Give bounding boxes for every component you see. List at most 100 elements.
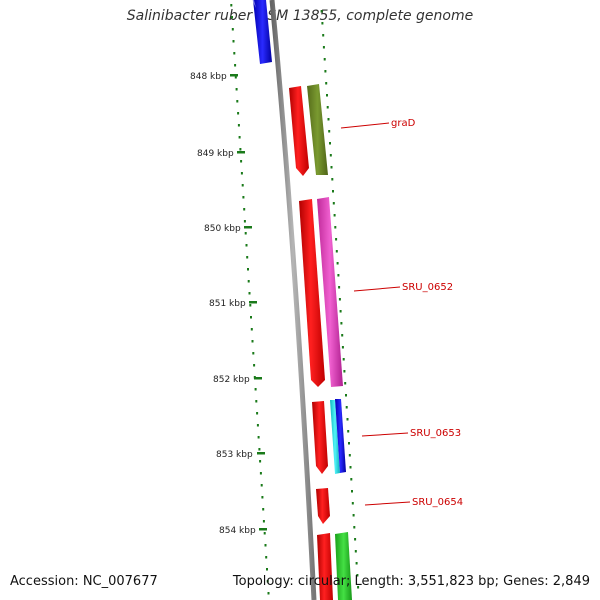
ruler-dot xyxy=(248,292,251,295)
ruler-dot xyxy=(258,448,261,451)
track-dot xyxy=(347,430,350,433)
track-dot xyxy=(338,298,341,301)
track-dot xyxy=(320,10,323,13)
track-dot xyxy=(354,538,357,541)
track-dot xyxy=(335,250,338,253)
track-dot xyxy=(345,406,348,409)
ruler-dot xyxy=(266,568,268,571)
track-dot xyxy=(322,34,325,37)
track-dot xyxy=(326,106,329,109)
track-dot xyxy=(327,118,330,121)
ruler-dot xyxy=(259,460,262,463)
gene-cds-red[interactable] xyxy=(316,488,330,524)
ruler-dot xyxy=(234,76,237,79)
kbp-label: 851 kbp xyxy=(209,299,246,309)
track-dot xyxy=(355,562,358,565)
kbp-label: 848 kbp xyxy=(190,72,227,82)
gene-label-sru-0653[interactable]: SRU_0653 xyxy=(410,428,461,439)
gene-label-sru-0654[interactable]: SRU_0654 xyxy=(412,497,463,508)
gene-label-sru-0652[interactable]: SRU_0652 xyxy=(402,282,453,293)
track-dot xyxy=(325,82,328,85)
track-dot xyxy=(357,586,360,589)
ruler-dot xyxy=(257,436,260,439)
kbp-label: 850 kbp xyxy=(204,224,241,234)
ruler-dot xyxy=(233,52,236,55)
kbp-tick xyxy=(237,151,245,154)
ruler-dot xyxy=(246,256,249,259)
kbp-tick xyxy=(257,452,265,455)
gene-feature-blue[interactable] xyxy=(335,399,346,473)
track-dot xyxy=(346,418,349,421)
track-dot xyxy=(340,322,343,325)
genome-summary-text: Topology: circular; Length: 3,551,823 bp… xyxy=(232,574,590,589)
track-dot xyxy=(323,58,326,61)
kbp-tick xyxy=(254,377,262,380)
ruler-dot xyxy=(260,484,263,487)
kbp-tick xyxy=(259,528,267,531)
track-dot xyxy=(335,238,338,241)
ruler-dot xyxy=(244,232,247,235)
track-dot xyxy=(321,22,324,25)
ruler-dot xyxy=(237,112,240,115)
track-dot xyxy=(329,142,331,145)
ruler-dot xyxy=(254,388,257,391)
ruler-dot xyxy=(230,4,233,7)
kbp-label: 849 kbp xyxy=(197,149,234,159)
ruler-dot xyxy=(247,268,249,271)
track-dot xyxy=(343,370,346,373)
ruler-dot xyxy=(234,64,237,67)
kbp-tick xyxy=(244,226,252,229)
gene-feature-blue-top[interactable] xyxy=(253,0,272,64)
gene-feature-green[interactable] xyxy=(335,532,352,600)
track-dot xyxy=(351,490,353,493)
track-dot xyxy=(342,358,345,361)
ruler-dot xyxy=(255,400,258,403)
ruler-dot xyxy=(245,244,248,247)
ruler-dot xyxy=(239,148,242,151)
ruler-dot xyxy=(249,304,252,307)
track-dot xyxy=(352,514,355,517)
feature-dotted-track xyxy=(320,10,360,589)
ruler-dot xyxy=(232,40,235,43)
kbp-tick xyxy=(249,301,257,304)
ruler-dot xyxy=(251,340,254,343)
label-leader xyxy=(340,122,390,129)
track-dot xyxy=(344,382,347,385)
gene-cds-red[interactable] xyxy=(299,199,325,387)
ruler-dotted-track xyxy=(230,4,270,595)
label-leader xyxy=(364,501,411,506)
track-dot xyxy=(322,46,325,49)
ruler-dot xyxy=(262,508,265,511)
ruler-dot xyxy=(261,496,264,499)
track-dot xyxy=(328,130,331,133)
ruler-dot xyxy=(256,424,259,427)
label-leader xyxy=(361,432,409,437)
track-dot xyxy=(332,202,335,205)
track-dot xyxy=(326,94,328,97)
ruler-dot xyxy=(250,328,253,331)
track-dot xyxy=(341,346,344,349)
ruler-dot xyxy=(241,184,244,187)
track-dot xyxy=(329,154,332,157)
track-dot xyxy=(338,286,341,289)
ruler-dot xyxy=(265,556,268,559)
track-dot xyxy=(353,526,356,529)
track-dot xyxy=(351,502,354,505)
ruler-dot xyxy=(235,88,238,91)
ruler-dot xyxy=(253,364,256,367)
gene-cds-red[interactable] xyxy=(317,533,333,600)
track-dot xyxy=(348,454,351,457)
ruler-dot xyxy=(231,28,234,31)
gene-feature-cyan[interactable] xyxy=(330,400,340,474)
gene-cds-red[interactable] xyxy=(312,401,328,474)
ruler-dot xyxy=(262,520,265,523)
gene-feature-olive[interactable] xyxy=(307,84,328,175)
gene-feature-magenta[interactable] xyxy=(317,197,343,387)
gene-label-grad[interactable]: graD xyxy=(391,118,416,129)
gene-cds-red[interactable] xyxy=(289,86,309,176)
ruler-dot xyxy=(259,472,262,475)
ruler-dot xyxy=(252,352,255,355)
track-dot xyxy=(334,226,337,229)
